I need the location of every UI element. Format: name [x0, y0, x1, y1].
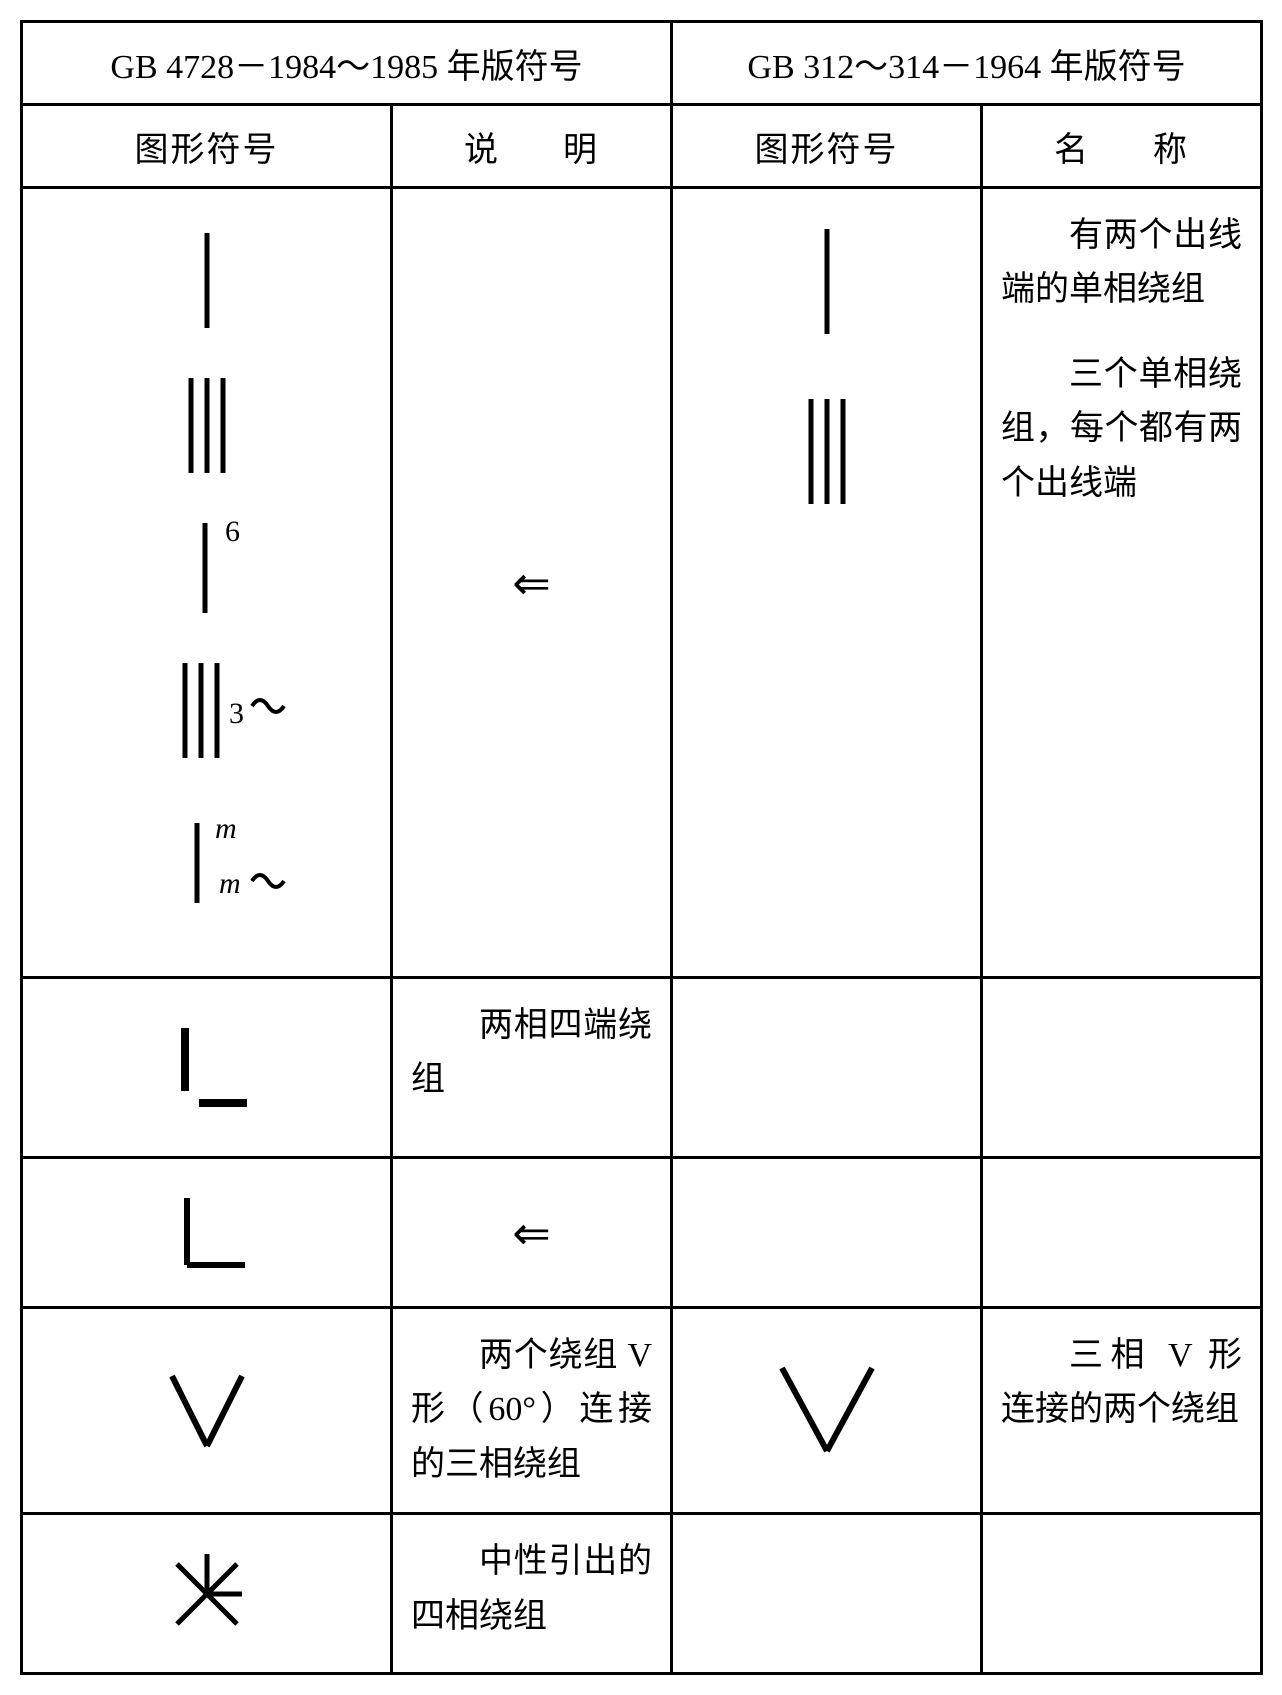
svg-text:6: 6 [225, 515, 240, 548]
header-row: GB 4728－1984～1985 年版符号 GB 312～314－1964 年… [22, 22, 1262, 105]
right-symbol-empty [672, 1514, 982, 1674]
subheader-row: 图形符号 说 明 图形符号 名 称 [22, 105, 1262, 188]
right-symbol-v-shape [672, 1308, 982, 1514]
left-symbol-two-phase [22, 978, 392, 1158]
right-desc-winding: 有两个出线端的单相绕组 三个单相绕组，每个都有两个出线端 [982, 188, 1262, 978]
svg-text:3: 3 [229, 697, 244, 730]
table-row: 两相四端绕组 [22, 978, 1262, 1158]
table-row: 中性引出的四相绕组 [22, 1514, 1262, 1674]
sub-left-symbol: 图形符号 [22, 105, 392, 188]
right-desc-empty [982, 1158, 1262, 1308]
table-row: 两个绕组 V形（60°）连接的三相绕组 三相 V 形连接的两个绕组 [22, 1308, 1262, 1514]
sub-right-name: 名 称 [982, 105, 1262, 188]
right-symbol-winding-set [672, 188, 982, 978]
right-symbol-empty [672, 978, 982, 1158]
svg-text:m: m [215, 812, 237, 845]
left-symbol-v-shape [22, 1308, 392, 1514]
right-symbol-empty [672, 1158, 982, 1308]
left-symbol-star4 [22, 1514, 392, 1674]
table-row: ⇐ [22, 1158, 1262, 1308]
desc-line: 有两个出线端的单相绕组 [1001, 209, 1242, 318]
left-desc-arrow: ⇐ [392, 188, 672, 978]
header-left: GB 4728－1984～1985 年版符号 [22, 22, 672, 105]
sub-left-desc: 说 明 [392, 105, 672, 188]
left-desc-star4: 中性引出的四相绕组 [392, 1514, 672, 1674]
left-symbol-l-shape [22, 1158, 392, 1308]
left-symbol-winding-set: 6 3 m m [22, 188, 392, 978]
symbol-comparison-table: GB 4728－1984～1985 年版符号 GB 312～314－1964 年… [20, 20, 1263, 1675]
right-desc-v-shape: 三相 V 形连接的两个绕组 [982, 1308, 1262, 1514]
left-desc-v-shape: 两个绕组 V形（60°）连接的三相绕组 [392, 1308, 672, 1514]
right-desc-empty [982, 1514, 1262, 1674]
sub-right-symbol: 图形符号 [672, 105, 982, 188]
desc-line: 三个单相绕组，每个都有两个出线端 [1001, 348, 1242, 511]
header-right: GB 312～314－1964 年版符号 [672, 22, 1262, 105]
left-desc-arrow: ⇐ [392, 1158, 672, 1308]
svg-text:m: m [219, 867, 241, 900]
table-row: 6 3 m m ⇐ 有两个出线端的 [22, 188, 1262, 978]
right-desc-empty [982, 978, 1262, 1158]
left-desc-two-phase: 两相四端绕组 [392, 978, 672, 1158]
